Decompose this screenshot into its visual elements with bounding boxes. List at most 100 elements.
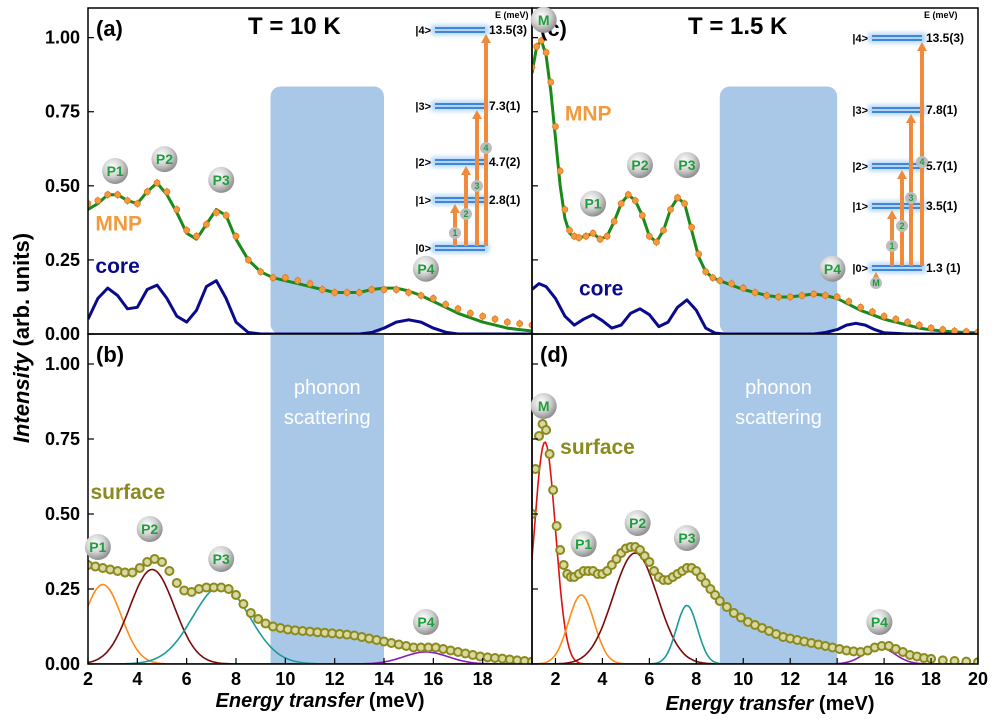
data-point-MNP-a [516, 320, 524, 328]
x-tick-label-b: 12 [325, 669, 345, 689]
data-point-MNP-a [368, 286, 376, 293]
x-tick-label-d: 6 [644, 669, 654, 689]
y-tick-label-b: 0.50 [45, 504, 80, 524]
series-core-a [88, 279, 532, 334]
data-point-surface-b [245, 608, 256, 618]
level-state-4-c: |4> [852, 33, 868, 45]
x-tick-label-d: 12 [780, 669, 800, 689]
data-point-MNP-c [645, 232, 653, 240]
level-energy-1-a: 2.8(1) [489, 193, 520, 207]
step-label-3-a: 3 [474, 181, 479, 191]
data-point-MNP-a [503, 318, 511, 326]
step-bubble-2-c [896, 220, 908, 232]
data-point-MNP-c [716, 277, 724, 285]
panel-a: 0.00 0.25 0.50 0.75 1.00 (a) T = 10 K MNP core P1… [45, 7, 533, 344]
step-label-3-c: 3 [908, 193, 913, 203]
peak-bubble-P2-a [151, 146, 178, 173]
step-label-4-a: 4 [483, 143, 488, 153]
level-energy-1-c: 3.5(1) [926, 199, 957, 213]
peak-bubble-M-c [530, 6, 557, 33]
peak-bubble-P3-a [208, 166, 235, 193]
data-point-MNP-a [491, 315, 499, 323]
step-bubble-3-a [471, 180, 483, 192]
data-point-MNP-c [624, 191, 632, 199]
data-point-MNP-c [810, 290, 818, 298]
data-point-MNP-c [681, 200, 688, 208]
level-energy-2-a: 4.7(2) [489, 155, 520, 169]
panel-b: phonon scattering 0.00 0.25 0.50 0.75 1.00 2 4 6 8… [45, 333, 533, 689]
x-tick-label-d: 4 [597, 669, 607, 689]
step-label-1-c: 1 [889, 241, 894, 251]
panel-label-b: (b) [96, 342, 124, 367]
data-point-surface-d [973, 657, 978, 664]
y-tick-label-b: 0.00 [45, 654, 80, 674]
x-tick-label-b: 14 [374, 669, 394, 689]
data-point-MNP-a [269, 274, 277, 282]
y-tick-label-b: 0.25 [45, 579, 80, 599]
data-point-surface-d [714, 596, 725, 606]
peak-label-P1-b: P1 [89, 539, 106, 555]
data-point-MNP-c [547, 78, 555, 86]
data-point-surface-d [534, 431, 545, 441]
plot-area-d [532, 419, 978, 664]
level-state-3-a: |3> [415, 101, 431, 113]
data-point-MNP-c [695, 250, 703, 258]
data-point-MNP-c [892, 315, 900, 323]
data-point-surface-d [532, 464, 541, 474]
data-point-MNP-c [739, 284, 747, 292]
data-point-MNP-c [822, 292, 829, 299]
x-axis-title-right-italic: Energy transfer [665, 693, 814, 715]
component-P2-d [532, 552, 978, 664]
peak-label-P4-d: P4 [871, 614, 888, 630]
x-axis-title-right-rest: (meV) [813, 693, 875, 715]
component-P4-d [532, 646, 978, 664]
data-point-MNP-c [786, 293, 794, 301]
data-point-MNP-a [244, 256, 252, 264]
data-point-MNP-c [751, 289, 759, 296]
peak-label-P1-c: P1 [584, 196, 601, 212]
level-glow-2-a [431, 157, 489, 167]
data-point-MNP-c [617, 200, 625, 208]
data-point-MNP-a [417, 292, 425, 299]
peak-bubble-P3-c [673, 152, 700, 179]
y-tick-label-b: 0.75 [45, 429, 80, 449]
peak-label-P2-d: P2 [629, 515, 646, 531]
peak-bubble-P4-d [866, 609, 893, 635]
peak-label-P2-a: P2 [156, 151, 173, 167]
data-point-MNP-c [709, 274, 717, 282]
inset-unit-a: E (meV) [495, 10, 529, 20]
data-point-MNP-c [552, 123, 559, 130]
phonon-label-line2: scattering [735, 407, 822, 429]
peak-bubble-P1-b [84, 534, 111, 560]
data-point-MNP-a [429, 295, 437, 302]
phonon-label-line2: scattering [284, 407, 371, 429]
data-point-MNP-a [104, 191, 112, 199]
panel-d: phonon scattering 2 4 6 8 10 12 14 16 18 20 (d) surfa… [530, 333, 988, 689]
series-core-c [532, 282, 978, 334]
peak-bubble-P2-b [136, 516, 163, 542]
data-point-surface-d [541, 425, 552, 435]
data-point-MNP-a [306, 280, 314, 288]
data-point-surface-b [164, 566, 175, 576]
step-bubble-1-c [886, 240, 898, 252]
data-point-MNP-a [318, 286, 326, 293]
series-label-mnp-a: MNP [95, 212, 142, 235]
data-point-MNP-c [582, 232, 590, 240]
data-point-MNP-c [939, 326, 947, 333]
panel-label-a: (a) [96, 16, 123, 41]
data-point-MNP-c [556, 167, 564, 175]
x-axis-title-left-rest: (meV) [363, 690, 425, 712]
y-axis-title: Intensity (arb. units) [7, 223, 37, 453]
level-diagram-c: E (meV) |0> 1.3 (1) |1> 3.5(1) |2> 5.7(1) |3> 7.… [852, 10, 964, 289]
level-glow-4-a [431, 25, 489, 35]
data-point-MNP-c [728, 280, 735, 288]
step-label-M-c: M [872, 278, 880, 288]
x-tick-label-d: 8 [691, 669, 701, 689]
x-tick-label-b: 8 [231, 669, 241, 689]
data-point-MNP-c [610, 217, 618, 225]
peak-bubble-P4-c [819, 255, 846, 282]
phonon-band-c [719, 86, 838, 334]
data-point-MNP-c [833, 293, 841, 301]
